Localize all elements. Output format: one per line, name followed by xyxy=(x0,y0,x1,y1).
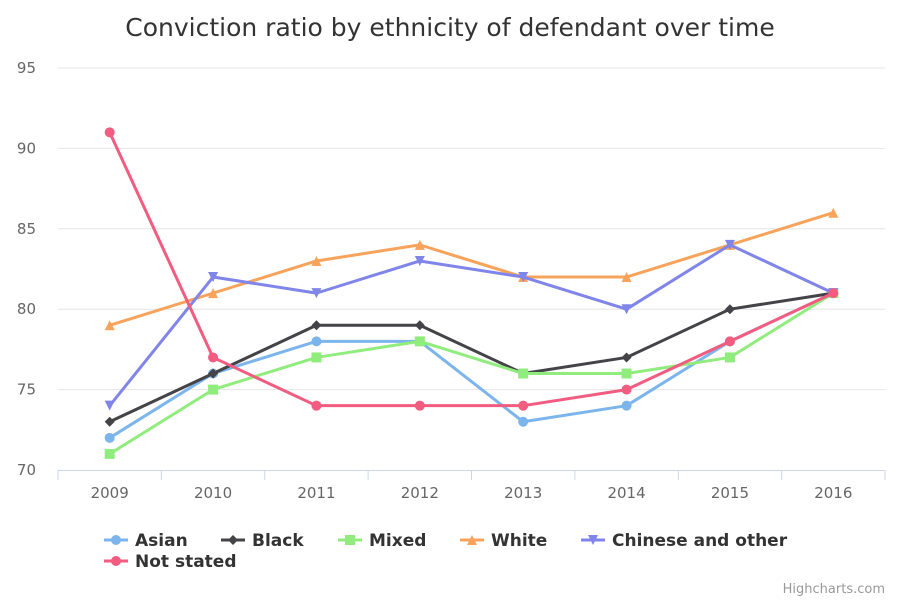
series-line-mixed[interactable] xyxy=(108,291,835,456)
series-not-stated xyxy=(104,127,839,411)
legend-marker-symbol[interactable] xyxy=(467,535,477,545)
legend-marker-symbol[interactable] xyxy=(228,535,238,545)
x-tick-label: 2014 xyxy=(607,484,645,502)
series-layer xyxy=(104,127,839,459)
data-point-chinese-and-other[interactable] xyxy=(621,304,632,315)
data-point-mixed[interactable] xyxy=(414,336,425,347)
data-point-not-stated[interactable] xyxy=(724,336,735,347)
y-tick-label: 85 xyxy=(17,220,36,238)
x-tick-label: 2011 xyxy=(297,484,335,502)
series-line-not-stated[interactable] xyxy=(108,130,835,408)
data-point-black[interactable] xyxy=(311,320,322,331)
chart-title: Conviction ratio by ethnicity of defenda… xyxy=(125,13,774,42)
data-point-white[interactable] xyxy=(828,207,839,218)
legend-item-asian[interactable]: Asian xyxy=(104,531,188,551)
data-point-chinese-and-other[interactable] xyxy=(518,272,529,283)
data-point-chinese-and-other[interactable] xyxy=(104,400,115,411)
legend-marker-symbol[interactable] xyxy=(345,535,355,545)
data-point-white[interactable] xyxy=(414,239,425,250)
data-point-white[interactable] xyxy=(104,320,115,331)
series-line-chinese-and-other[interactable] xyxy=(108,243,835,408)
y-tick-label: 80 xyxy=(17,300,36,318)
data-point-not-stated[interactable] xyxy=(311,400,322,411)
data-point-black[interactable] xyxy=(621,352,632,363)
x-tick-label: 2010 xyxy=(194,484,232,502)
x-tick-label: 2013 xyxy=(504,484,542,502)
legend-marker-symbol[interactable] xyxy=(588,535,598,545)
data-point-chinese-and-other[interactable] xyxy=(208,272,219,283)
data-point-black[interactable] xyxy=(208,368,219,379)
x-tick-label: 2012 xyxy=(401,484,439,502)
data-point-mixed[interactable] xyxy=(208,384,219,395)
legend-item-white[interactable]: White xyxy=(460,531,547,551)
grid-lines xyxy=(58,67,885,391)
data-point-not-stated[interactable] xyxy=(621,384,632,395)
data-point-chinese-and-other[interactable] xyxy=(724,239,735,250)
legend-label: Mixed xyxy=(369,531,426,551)
data-point-not-stated[interactable] xyxy=(518,400,529,411)
legend-item-not-stated[interactable]: Not stated xyxy=(104,552,237,572)
data-point-asian[interactable] xyxy=(311,336,322,347)
y-tick-label: 70 xyxy=(17,461,36,479)
data-point-white[interactable] xyxy=(621,272,632,283)
data-point-black[interactable] xyxy=(104,416,115,427)
legend-marker-symbol[interactable] xyxy=(111,535,121,545)
legend-item-chinese-and-other[interactable]: Chinese and other xyxy=(581,531,788,551)
data-point-black[interactable] xyxy=(724,304,735,315)
data-point-mixed[interactable] xyxy=(621,368,632,379)
data-point-mixed[interactable] xyxy=(724,352,735,363)
y-tick-label: 90 xyxy=(17,139,36,157)
data-point-mixed[interactable] xyxy=(518,368,529,379)
data-point-asian[interactable] xyxy=(518,416,529,427)
series-line-white[interactable] xyxy=(108,211,835,327)
credits-link[interactable]: Highcharts.com xyxy=(783,582,885,597)
data-point-white[interactable] xyxy=(311,255,322,266)
legend-label: Black xyxy=(252,531,304,551)
data-point-chinese-and-other[interactable] xyxy=(414,255,425,266)
data-point-not-stated[interactable] xyxy=(208,352,219,363)
series-white xyxy=(104,207,839,331)
data-point-black[interactable] xyxy=(414,320,425,331)
legend-label: White xyxy=(491,531,547,551)
legend-label: Asian xyxy=(135,531,188,551)
x-tick-label: 2015 xyxy=(711,484,749,502)
data-point-mixed[interactable] xyxy=(311,352,322,363)
legend-item-mixed[interactable]: Mixed xyxy=(338,531,426,551)
data-point-asian[interactable] xyxy=(621,400,632,411)
data-point-chinese-and-other[interactable] xyxy=(311,288,322,299)
data-point-asian[interactable] xyxy=(104,432,115,443)
data-point-mixed[interactable] xyxy=(104,448,115,459)
x-axis: 2009 2010 2011 2012 2013 2014 2015 2016 xyxy=(57,470,886,502)
y-tick-label: 95 xyxy=(17,59,36,77)
series-line-asian[interactable] xyxy=(108,291,835,440)
y-tick-label: 75 xyxy=(17,381,36,399)
series-mixed xyxy=(104,288,839,459)
legend-item-black[interactable]: Black xyxy=(221,531,304,551)
y-axis: 70 75 80 85 90 95 xyxy=(17,59,36,479)
legend: Asian Black Mixed White Chinese and other Not… xyxy=(104,531,788,572)
x-tick-label: 2009 xyxy=(91,484,129,502)
legend-marker-symbol[interactable] xyxy=(111,556,121,566)
data-point-white[interactable] xyxy=(208,288,219,299)
data-point-not-stated[interactable] xyxy=(828,288,839,299)
legend-label: Chinese and other xyxy=(612,531,788,551)
data-point-not-stated[interactable] xyxy=(104,127,115,138)
legend-label: Not stated xyxy=(135,552,237,572)
data-point-not-stated[interactable] xyxy=(414,400,425,411)
x-tick-label: 2016 xyxy=(814,484,852,502)
